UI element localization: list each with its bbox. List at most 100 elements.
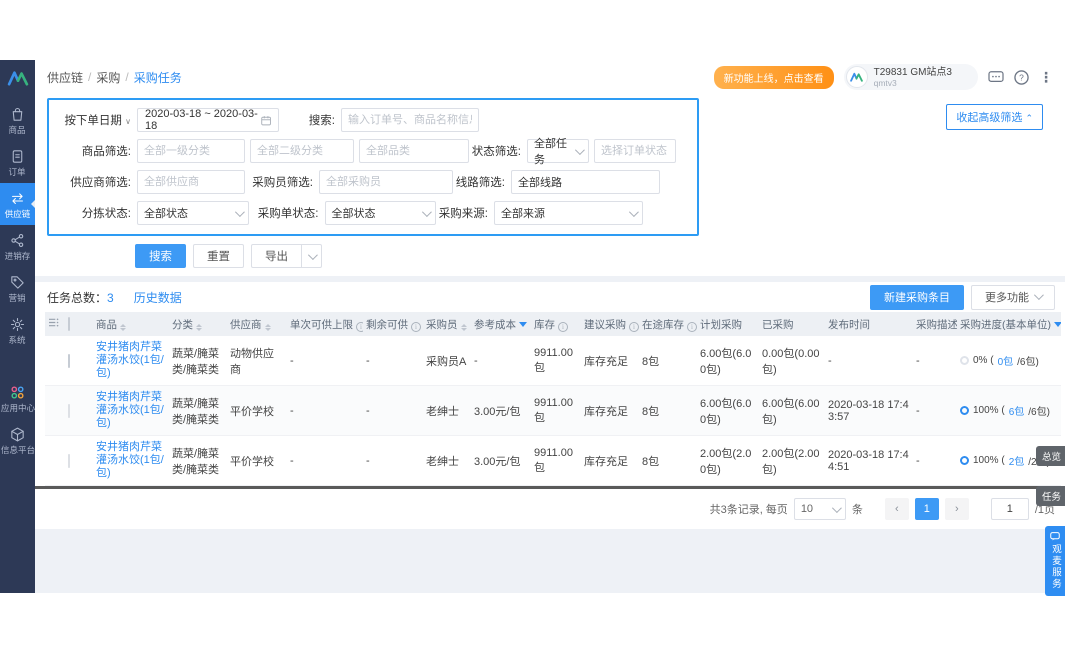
- supplier-filter-label: 供应商筛选:: [70, 177, 131, 189]
- po-status-select[interactable]: 全部状态: [324, 201, 436, 225]
- breadcrumb-item[interactable]: 供应链: [47, 70, 84, 85]
- sidebar-item-goods[interactable]: 商品: [0, 99, 35, 141]
- cell-suggest: 库存充足: [581, 435, 639, 486]
- float-tab-service[interactable]: 观麦服务: [1045, 526, 1065, 596]
- cell-transit: 8包: [639, 435, 697, 486]
- reset-button[interactable]: 重置: [193, 244, 244, 268]
- select-all-checkbox[interactable]: [68, 317, 70, 331]
- cell-handle: [45, 435, 65, 486]
- cell-select: [65, 435, 93, 486]
- column-header-progress[interactable]: 采购进度(基本单位): [957, 312, 1061, 336]
- sidebar-item-marketing[interactable]: 营销: [0, 267, 35, 309]
- breadcrumb-item[interactable]: 采购任务: [133, 70, 182, 85]
- collapse-advanced-filter-button[interactable]: 收起高级筛选 ⌃: [946, 104, 1043, 130]
- sort-icon[interactable]: [120, 323, 126, 331]
- svg-text:?: ?: [1019, 72, 1024, 82]
- cell-stock: 9911.00包: [531, 385, 581, 436]
- progress-ring-icon: [960, 406, 969, 415]
- sort-icon[interactable]: [460, 323, 467, 331]
- cell-category: 蔬菜/腌菜类/腌菜类: [169, 385, 227, 436]
- column-header-supplier[interactable]: 供应商: [227, 312, 287, 336]
- supplier-input[interactable]: [137, 170, 245, 194]
- more-functions-button[interactable]: 更多功能: [971, 284, 1055, 310]
- sidebar-item-orders[interactable]: 订单: [0, 141, 35, 183]
- column-header-cost[interactable]: 参考成本: [471, 312, 531, 336]
- date-range-input[interactable]: 2020-03-18 ~ 2020-03-18: [137, 108, 279, 132]
- user-menu[interactable]: T29831 GM站点3 qmtv3: [843, 64, 978, 90]
- next-page-button[interactable]: ›: [944, 498, 969, 520]
- info-icon[interactable]: i: [629, 321, 639, 332]
- sidebar-item-info-platform[interactable]: 信息平台: [0, 419, 35, 461]
- row-checkbox: [68, 403, 70, 418]
- column-header-buyer[interactable]: 采购员: [423, 312, 471, 336]
- cell-remaining: -: [363, 435, 423, 486]
- column-header-product[interactable]: 商品: [93, 312, 169, 336]
- sort-desc-icon[interactable]: [519, 321, 527, 327]
- column-header-suggest: 建议采购 i: [581, 312, 639, 336]
- message-icon[interactable]: [988, 70, 1004, 84]
- sorting-status-select[interactable]: 全部状态: [137, 201, 249, 225]
- category-level3-input[interactable]: [359, 139, 469, 163]
- export-more-button[interactable]: [302, 244, 322, 268]
- cell-product: 安井猪肉芹菜灌汤水饺(1包/包): [93, 336, 169, 386]
- sidebar-item-inventory[interactable]: 进销存: [0, 225, 35, 267]
- prev-page-button[interactable]: ‹: [884, 498, 909, 520]
- task-status-select[interactable]: 全部任务: [527, 138, 589, 166]
- order-status-input[interactable]: [594, 139, 676, 163]
- page-jump-input[interactable]: [990, 498, 1029, 520]
- more-options-icon[interactable]: ⋮: [1039, 68, 1053, 85]
- export-button[interactable]: 导出: [251, 244, 302, 268]
- sidebar-item-app-center[interactable]: 应用中心: [0, 377, 35, 419]
- row-checkbox[interactable]: [68, 353, 70, 368]
- cell-handle: [45, 385, 65, 436]
- sort-icon[interactable]: [264, 323, 271, 331]
- product-link[interactable]: 安井猪肉芹菜灌汤水饺(1包/包): [96, 341, 164, 379]
- category-level2-input[interactable]: [250, 139, 354, 163]
- column-settings-icon[interactable]: [48, 318, 59, 330]
- purchase-task-table: 商品 分类 供应商 单次可供上限 i 剩余可供 i 采购员 参考成本 库存 i 建议采购 i 在途库存 i 计…: [45, 312, 1061, 486]
- info-icon[interactable]: i: [356, 321, 363, 332]
- cell-category: 蔬菜/腌菜类/腌菜类: [169, 435, 227, 486]
- cell-progress: 0% (0包/6包): [957, 336, 1061, 386]
- chevron-down-icon: [234, 206, 245, 217]
- page-1-button[interactable]: 1: [914, 498, 939, 520]
- buyer-input[interactable]: [319, 170, 453, 194]
- new-purchase-entry-button[interactable]: 新建采购条目: [870, 284, 964, 310]
- table-row: 安井猪肉芹菜灌汤水饺(1包/包) 蔬菜/腌菜类/腌菜类 平价学校 - - 老绅士 3.00元…: [45, 385, 1061, 436]
- column-header-category[interactable]: 分类: [169, 312, 227, 336]
- float-tab-overview[interactable]: 总览: [1035, 446, 1065, 466]
- search-button[interactable]: 搜索: [135, 244, 186, 268]
- sidebar-item-supply-chain[interactable]: 供应链: [0, 183, 35, 225]
- info-icon[interactable]: i: [687, 321, 697, 332]
- column-header-select[interactable]: [65, 312, 93, 336]
- cell-stock: 9911.00包: [531, 336, 581, 386]
- category-level1-input[interactable]: [137, 139, 245, 163]
- search-input[interactable]: [341, 108, 479, 132]
- product-link[interactable]: 安井猪肉芹菜灌汤水饺(1包/包): [96, 441, 164, 479]
- sort-desc-icon[interactable]: [1054, 321, 1061, 327]
- route-input[interactable]: [511, 170, 660, 194]
- cell-transit: 8包: [639, 336, 697, 386]
- cell-publish: 2020-03-18 17:43:57: [825, 385, 913, 436]
- main-area: 供应链 / 采购 / 采购任务 新功能上线，点击查看 T29831 GM站点3 qmtv…: [35, 60, 1065, 593]
- cell-suggest: 库存充足: [581, 336, 639, 386]
- info-icon[interactable]: i: [411, 321, 421, 332]
- source-select[interactable]: 全部来源: [494, 201, 643, 225]
- page-size-select[interactable]: 10: [793, 498, 846, 520]
- breadcrumb-item[interactable]: 采购: [96, 70, 121, 85]
- product-link[interactable]: 安井猪肉芹菜灌汤水饺(1包/包): [96, 391, 164, 429]
- date-type-selector[interactable]: 按下单日期 ∨: [64, 115, 131, 127]
- topbar: 供应链 / 采购 / 采购任务 新功能上线，点击查看 T29831 GM站点3 qmtv…: [35, 60, 1065, 94]
- info-icon[interactable]: i: [558, 321, 568, 332]
- horizontal-scrollbar[interactable]: [35, 486, 1065, 489]
- sort-icon[interactable]: [196, 323, 202, 331]
- chevron-down-icon: [831, 502, 842, 513]
- float-tab-tasks[interactable]: 任务: [1035, 486, 1065, 506]
- tab-history-data[interactable]: 历史数据: [133, 290, 182, 305]
- tab-task-total[interactable]: 任务总数：3: [47, 290, 114, 305]
- sidebar-item-settings[interactable]: 系统: [0, 309, 35, 351]
- promo-badge[interactable]: 新功能上线，点击查看: [713, 65, 834, 89]
- help-icon[interactable]: ?: [1014, 69, 1029, 85]
- cell-publish: 2020-03-18 17:44:51: [825, 435, 913, 486]
- cell-purchased: 2.00包(2.00包): [759, 435, 825, 486]
